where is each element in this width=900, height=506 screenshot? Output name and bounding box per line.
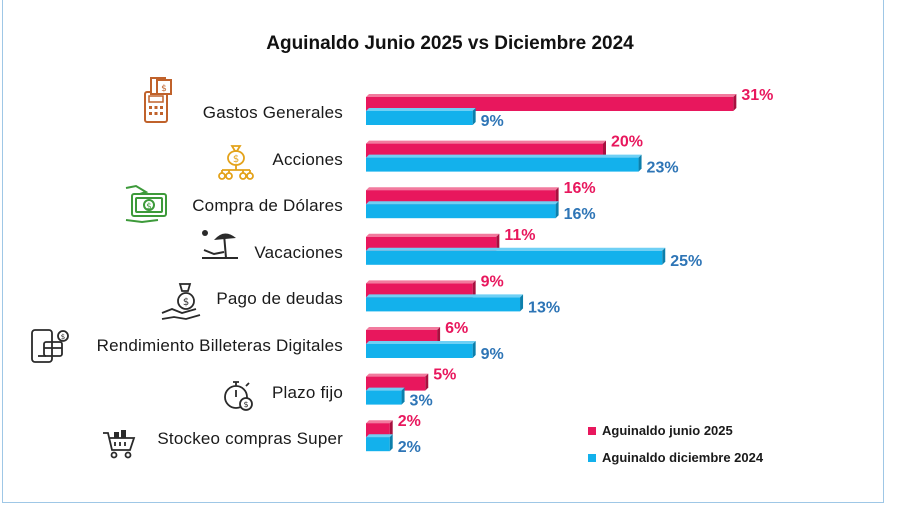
data-label-diciembre-2024: 9%: [481, 346, 504, 363]
data-label-diciembre-2024: 9%: [481, 113, 504, 130]
bar-side-face: [389, 420, 393, 438]
bar-top-face: [366, 94, 737, 97]
bar-side-face: [555, 187, 559, 205]
bar-junio-2025: [366, 330, 438, 344]
category-label: Compra de Dólares: [192, 196, 343, 216]
money-bag-network-icon: $: [214, 142, 258, 187]
bar-top-face: [366, 294, 524, 298]
bar-side-face: [638, 154, 642, 172]
bar-side-face: [472, 280, 476, 298]
bar-side-face: [555, 201, 559, 219]
category-label: Acciones: [272, 149, 343, 169]
bar-top-face: [366, 201, 559, 205]
data-label-diciembre-2024: 16%: [564, 206, 596, 223]
data-label-junio-2025: 6%: [445, 320, 468, 337]
legend-item-series-1: Aguinaldo junio 2025: [588, 423, 733, 438]
bar-top-face: [366, 341, 476, 344]
legend-swatch-series-2: [588, 454, 596, 462]
bar-junio-2025: [366, 376, 426, 391]
svg-text:$: $: [161, 84, 167, 94]
data-label-diciembre-2024: 2%: [398, 439, 421, 456]
data-label-junio-2025: 16%: [564, 180, 596, 197]
bar-top-face: [366, 154, 642, 158]
bar-top-face: [366, 373, 429, 377]
bar-junio-2025: [366, 143, 603, 158]
category-label: Gastos Generales: [202, 103, 343, 122]
bar-junio-2025: [366, 283, 473, 298]
data-label-junio-2025: 11%: [504, 227, 535, 244]
bar-diciembre-2024: [366, 297, 521, 312]
digital-wallet-icon: $: [30, 328, 70, 369]
legend-label-series-2: Aguinaldo diciembre 2024: [602, 450, 764, 465]
chart-frame: [2, 0, 884, 503]
bar-side-face: [472, 341, 476, 358]
bar-junio-2025: [366, 97, 734, 111]
svg-text:$: $: [233, 154, 239, 165]
bar-top-face: [366, 233, 500, 237]
bar-diciembre-2024: [366, 390, 402, 405]
bar-diciembre-2024: [366, 157, 639, 172]
cash-hand-icon: $: [124, 182, 172, 231]
data-label-junio-2025: 9%: [481, 273, 504, 290]
bar-junio-2025: [366, 190, 556, 205]
data-label-junio-2025: 2%: [398, 413, 421, 430]
svg-text:$: $: [146, 202, 152, 212]
bar-side-face: [733, 94, 737, 111]
bar-diciembre-2024: [366, 250, 663, 265]
stopwatch-money-icon: $: [222, 378, 256, 417]
bar-side-face: [389, 434, 393, 452]
data-label-junio-2025: 20%: [611, 134, 643, 151]
bar-side-face: [520, 294, 524, 312]
data-label-diciembre-2024: 3%: [410, 393, 433, 410]
legend-swatch-series-1: [588, 427, 596, 435]
bar-side-face: [496, 233, 500, 251]
bar-diciembre-2024: [366, 344, 473, 358]
category-label: Plazo fijo: [272, 382, 343, 402]
legend-item-series-2: Aguinaldo diciembre 2024: [588, 450, 763, 465]
data-label-diciembre-2024: 13%: [528, 299, 560, 316]
debt-payment-hand-icon: $: [160, 279, 204, 326]
svg-text:$: $: [61, 333, 65, 341]
bar-top-face: [366, 187, 559, 191]
category-label: Pago de deudas: [216, 289, 343, 309]
bar-top-face: [366, 420, 393, 424]
data-label-diciembre-2024: 25%: [670, 253, 702, 270]
data-label-diciembre-2024: 23%: [647, 160, 679, 177]
category-label: Rendimiento Billeteras Digitales: [96, 336, 343, 355]
svg-text:$: $: [243, 400, 248, 409]
bar-diciembre-2024: [366, 204, 556, 219]
data-label-junio-2025: 31%: [741, 87, 773, 104]
chart-title: Aguinaldo Junio 2025 vs Diciembre 2024: [266, 33, 634, 54]
bar-side-face: [401, 387, 405, 405]
bar-side-face: [603, 140, 606, 158]
beach-umbrella-icon: [200, 228, 240, 267]
bar-diciembre-2024: [366, 111, 473, 125]
bar-top-face: [366, 434, 393, 438]
category-label: Vacaciones: [254, 242, 343, 262]
bar-top-face: [366, 108, 476, 111]
bar-junio-2025: [366, 236, 497, 251]
category-label: Stockeo compras Super: [157, 429, 343, 449]
bar-top-face: [366, 247, 666, 251]
legend-label-series-1: Aguinaldo junio 2025: [602, 423, 733, 438]
bar-junio-2025: [366, 423, 390, 438]
bar-side-face: [662, 247, 666, 265]
bar-side-face: [425, 373, 429, 391]
bar-top-face: [366, 387, 405, 391]
shopping-cart-icon: [102, 430, 136, 465]
pos-terminal-icon: $: [142, 76, 174, 129]
bar-diciembre-2024: [366, 437, 390, 452]
bar-top-face: [366, 280, 476, 284]
svg-text:$: $: [183, 297, 189, 308]
bar-side-face: [472, 108, 476, 125]
bar-side-face: [437, 327, 441, 344]
data-label-junio-2025: 5%: [433, 367, 456, 384]
bar-top-face: [366, 140, 606, 144]
bar-top-face: [366, 327, 441, 330]
